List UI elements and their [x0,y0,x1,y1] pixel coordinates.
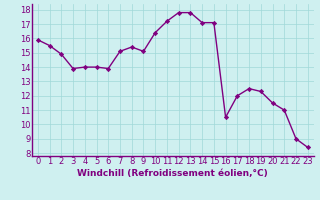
X-axis label: Windchill (Refroidissement éolien,°C): Windchill (Refroidissement éolien,°C) [77,169,268,178]
